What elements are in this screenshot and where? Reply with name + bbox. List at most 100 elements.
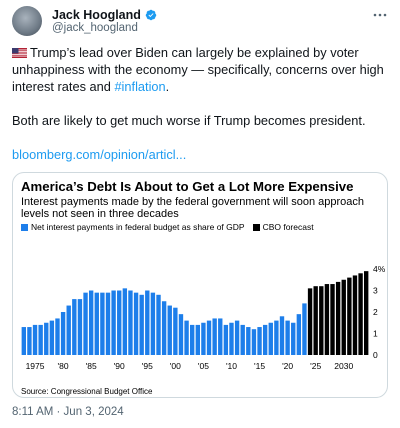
interest-bar-2017 <box>268 322 273 355</box>
y-tick-label: 3 <box>373 286 378 296</box>
tweet-text: Trump’s lead over Biden can largely be e… <box>12 44 388 163</box>
interest-bar-2021 <box>291 322 296 355</box>
interest-bar-1973 <box>21 327 26 355</box>
interest-bar-2020 <box>285 320 290 355</box>
forecast-bar-2025 <box>313 286 318 355</box>
forecast-bar-2026 <box>319 286 324 355</box>
interest-bar-1995 <box>145 290 150 355</box>
interest-bar-1976 <box>38 324 43 355</box>
x-tick-label: '25 <box>310 361 321 371</box>
x-tick-label: '05 <box>198 361 209 371</box>
author-display-name[interactable]: Jack Hoogland <box>52 7 141 22</box>
chart-title: America’s Debt Is About to Get a Lot Mor… <box>21 179 354 194</box>
x-tick-label: '85 <box>86 361 97 371</box>
tweet-paragraph-1: Trump’s lead over Biden can largely be e… <box>12 44 388 95</box>
interest-bar-2008 <box>218 318 223 355</box>
legend-item-interest: Net interest payments in federal budget … <box>21 222 245 232</box>
x-tick-label: 1975 <box>26 361 45 371</box>
interest-bar-2000 <box>173 307 178 355</box>
x-tick-label: '15 <box>254 361 265 371</box>
y-tick-label: 0 <box>373 350 378 360</box>
interest-bar-1982 <box>72 299 77 355</box>
tweet-header: Jack Hoogland @jack_hoogland <box>12 6 388 36</box>
interest-bar-1979 <box>55 318 60 355</box>
forecast-bar-2031 <box>347 277 352 355</box>
interest-bar-2001 <box>178 314 184 355</box>
interest-bar-1999 <box>167 305 172 355</box>
interest-bar-2003 <box>190 324 195 355</box>
chart-image-card[interactable]: America’s Debt Is About to Get a Lot Mor… <box>12 172 388 398</box>
interest-bar-1990 <box>117 290 122 355</box>
interest-bar-1998 <box>161 301 167 355</box>
tweet-text-part-1: Trump’s lead over Biden can largely be e… <box>12 45 384 94</box>
article-link[interactable]: bloomberg.com/opinion/articl... <box>12 147 187 162</box>
forecast-bar-2033 <box>358 273 363 355</box>
interest-bar-2016 <box>262 324 268 355</box>
interest-bar-1975 <box>32 324 38 355</box>
interest-bar-1988 <box>105 292 111 355</box>
legend-swatch-interest <box>21 223 28 231</box>
interest-bar-1977 <box>44 322 49 355</box>
forecast-bar-2028 <box>330 284 335 355</box>
forecast-bar-2034 <box>364 271 369 355</box>
x-tick-label: '80 <box>58 361 69 371</box>
interest-bar-2014 <box>251 329 257 355</box>
chart-plot: 0 1 2 3 4% 1975 '80 '85 '90 '95 '00 '05 '10 '15 '20 '25… <box>21 264 386 371</box>
interest-bar-2004 <box>195 324 200 355</box>
interest-bar-1981 <box>66 305 71 355</box>
chart-source: Source: Congressional Budget Office <box>21 387 153 396</box>
forecast-bar-2024 <box>307 288 313 355</box>
interest-bar-1985 <box>88 290 94 355</box>
forecast-bar-2027 <box>324 284 330 355</box>
interest-bar-2013 <box>246 327 251 355</box>
chart-legend: Net interest payments in federal budget … <box>21 222 322 232</box>
hashtag-link[interactable]: #inflation <box>114 79 166 94</box>
legend-label-forecast: CBO forecast <box>262 222 314 232</box>
interest-bar-1983 <box>77 299 83 355</box>
interest-bar-2022 <box>296 314 302 355</box>
tweet-text-part-2: . <box>165 79 170 94</box>
interest-bar-2015 <box>257 327 262 355</box>
y-tick-label: 4% <box>373 264 386 274</box>
x-tick-label: '00 <box>170 361 181 371</box>
avatar[interactable] <box>12 6 42 36</box>
x-tick-label: '95 <box>142 361 153 371</box>
legend-item-forecast: CBO forecast <box>252 222 314 232</box>
x-tick-label: 2030 <box>334 361 353 371</box>
interest-bar-2007 <box>212 318 217 355</box>
tweet-paragraph-2: Both are likely to get much worse if Tru… <box>12 113 366 128</box>
forecast-bar-2032 <box>352 275 358 355</box>
more-options-icon[interactable] <box>372 8 388 22</box>
legend-swatch-forecast <box>252 223 260 231</box>
interest-bar-2005 <box>201 322 206 355</box>
tweet-timestamp[interactable]: 8:11 AM · Jun 3, 2024 <box>12 406 124 418</box>
legend-label-interest: Net interest payments in federal budget … <box>31 222 245 232</box>
y-tick-label: 2 <box>373 307 378 317</box>
verified-badge-icon <box>145 9 157 20</box>
interest-bar-2018 <box>274 320 279 355</box>
name-row: Jack Hoogland <box>52 7 157 22</box>
x-tick-label: '20 <box>282 361 293 371</box>
interest-bar-1978 <box>49 320 55 355</box>
interest-bar-2012 <box>240 324 245 355</box>
interest-bar-1994 <box>139 294 144 355</box>
us-flag-icon <box>12 48 27 58</box>
interest-bar-1992 <box>128 290 133 355</box>
author-handle[interactable]: @jack_hoogland <box>52 22 138 34</box>
forecast-bar-2030 <box>341 279 346 355</box>
interest-bar-1989 <box>111 290 116 355</box>
interest-bar-1997 <box>156 294 161 355</box>
interest-bar-1996 <box>150 292 156 355</box>
y-tick-label: 1 <box>373 329 378 339</box>
forecast-bar-2029 <box>335 281 341 355</box>
interest-bar-2006 <box>206 320 212 355</box>
interest-bar-1991 <box>122 288 128 355</box>
interest-bar-1987 <box>100 292 105 355</box>
interest-bar-2019 <box>279 316 285 355</box>
x-tick-label: '10 <box>226 361 237 371</box>
interest-bar-1974 <box>27 327 32 355</box>
interest-bar-2009 <box>223 324 229 355</box>
interest-bar-1980 <box>60 312 66 355</box>
interest-bar-2002 <box>184 320 189 355</box>
